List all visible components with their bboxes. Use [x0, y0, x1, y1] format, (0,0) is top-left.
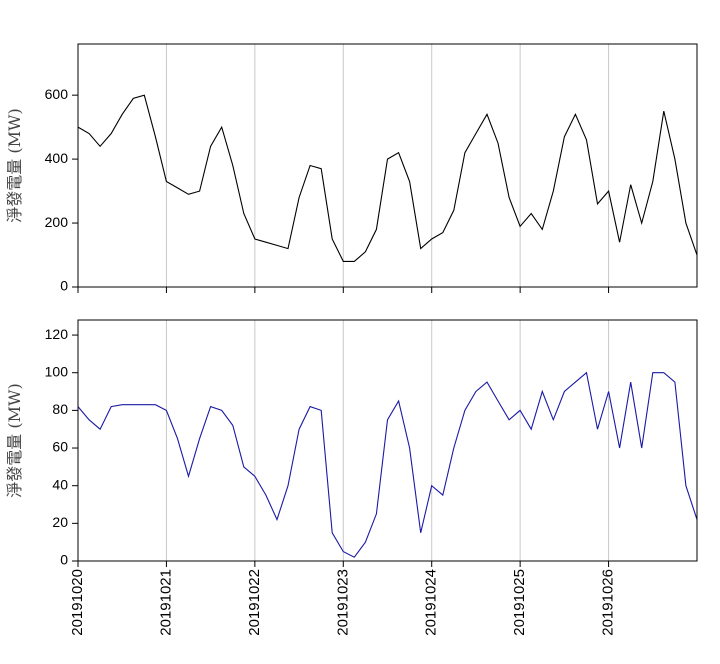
y-tick-label: 0	[60, 552, 68, 568]
data-line	[77, 94, 698, 262]
y-tick-label: 60	[52, 439, 68, 455]
y-axis-label: 淨發電量 (MW)	[5, 108, 24, 222]
plot-frame	[77, 319, 698, 562]
y-axis-label: 淨發電量 (MW)	[5, 383, 24, 497]
x-tick-label: 20191025	[511, 569, 528, 636]
y-tick-label: 0	[60, 278, 68, 294]
y-tick-label: 100	[45, 363, 69, 379]
x-tick-label: 20191024	[423, 569, 440, 636]
data-line	[77, 371, 698, 558]
y-tick-label: 600	[45, 86, 69, 102]
x-tick-label: 20191022	[246, 569, 263, 636]
x-tick-label: 20191023	[334, 569, 351, 636]
y-tick-label: 20	[52, 514, 68, 530]
y-tick-label: 200	[45, 214, 69, 230]
x-tick-label: 20191021	[157, 569, 174, 636]
x-tick-label: 20191020	[69, 569, 86, 636]
y-tick-label: 120	[45, 326, 69, 342]
x-tick-label: 20191026	[600, 569, 617, 636]
y-tick-label: 400	[45, 150, 69, 166]
plot-frame	[77, 43, 698, 288]
y-tick-label: 40	[52, 476, 68, 492]
y-tick-label: 80	[52, 401, 68, 417]
